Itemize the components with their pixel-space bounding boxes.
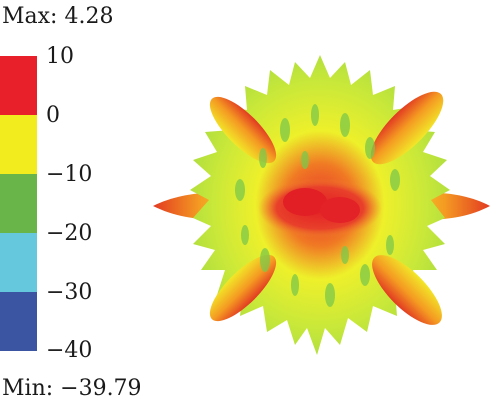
colorbar-tick-minus10: −10 [46, 162, 93, 187]
colorbar-tick-minus20: −20 [46, 221, 93, 246]
colorbar-tick-minus30: −30 [46, 280, 93, 305]
colorbar-band-blue [0, 292, 37, 351]
max-value-label: Max: 4.28 [2, 4, 114, 29]
min-value-label: Min: −39.79 [2, 376, 142, 401]
surface-texture [235, 104, 400, 307]
colorbar-band-green [0, 174, 37, 233]
colorbar-band-red [0, 56, 37, 115]
colorbar-legend [0, 56, 37, 351]
lobe-lower-right [372, 255, 442, 325]
lobe-upper-left [209, 96, 277, 164]
lobe-lower-left [209, 254, 277, 322]
colorbar-band-yellow [0, 115, 37, 174]
colorbar-tick-10: 10 [46, 44, 74, 69]
lobe-upper-right [370, 91, 444, 165]
colorbar-tick-0: 0 [46, 103, 60, 128]
colorbar-tick-minus40: −40 [46, 338, 93, 363]
colorbar-band-cyan [0, 233, 37, 292]
radiation-pattern-3d [153, 55, 490, 355]
